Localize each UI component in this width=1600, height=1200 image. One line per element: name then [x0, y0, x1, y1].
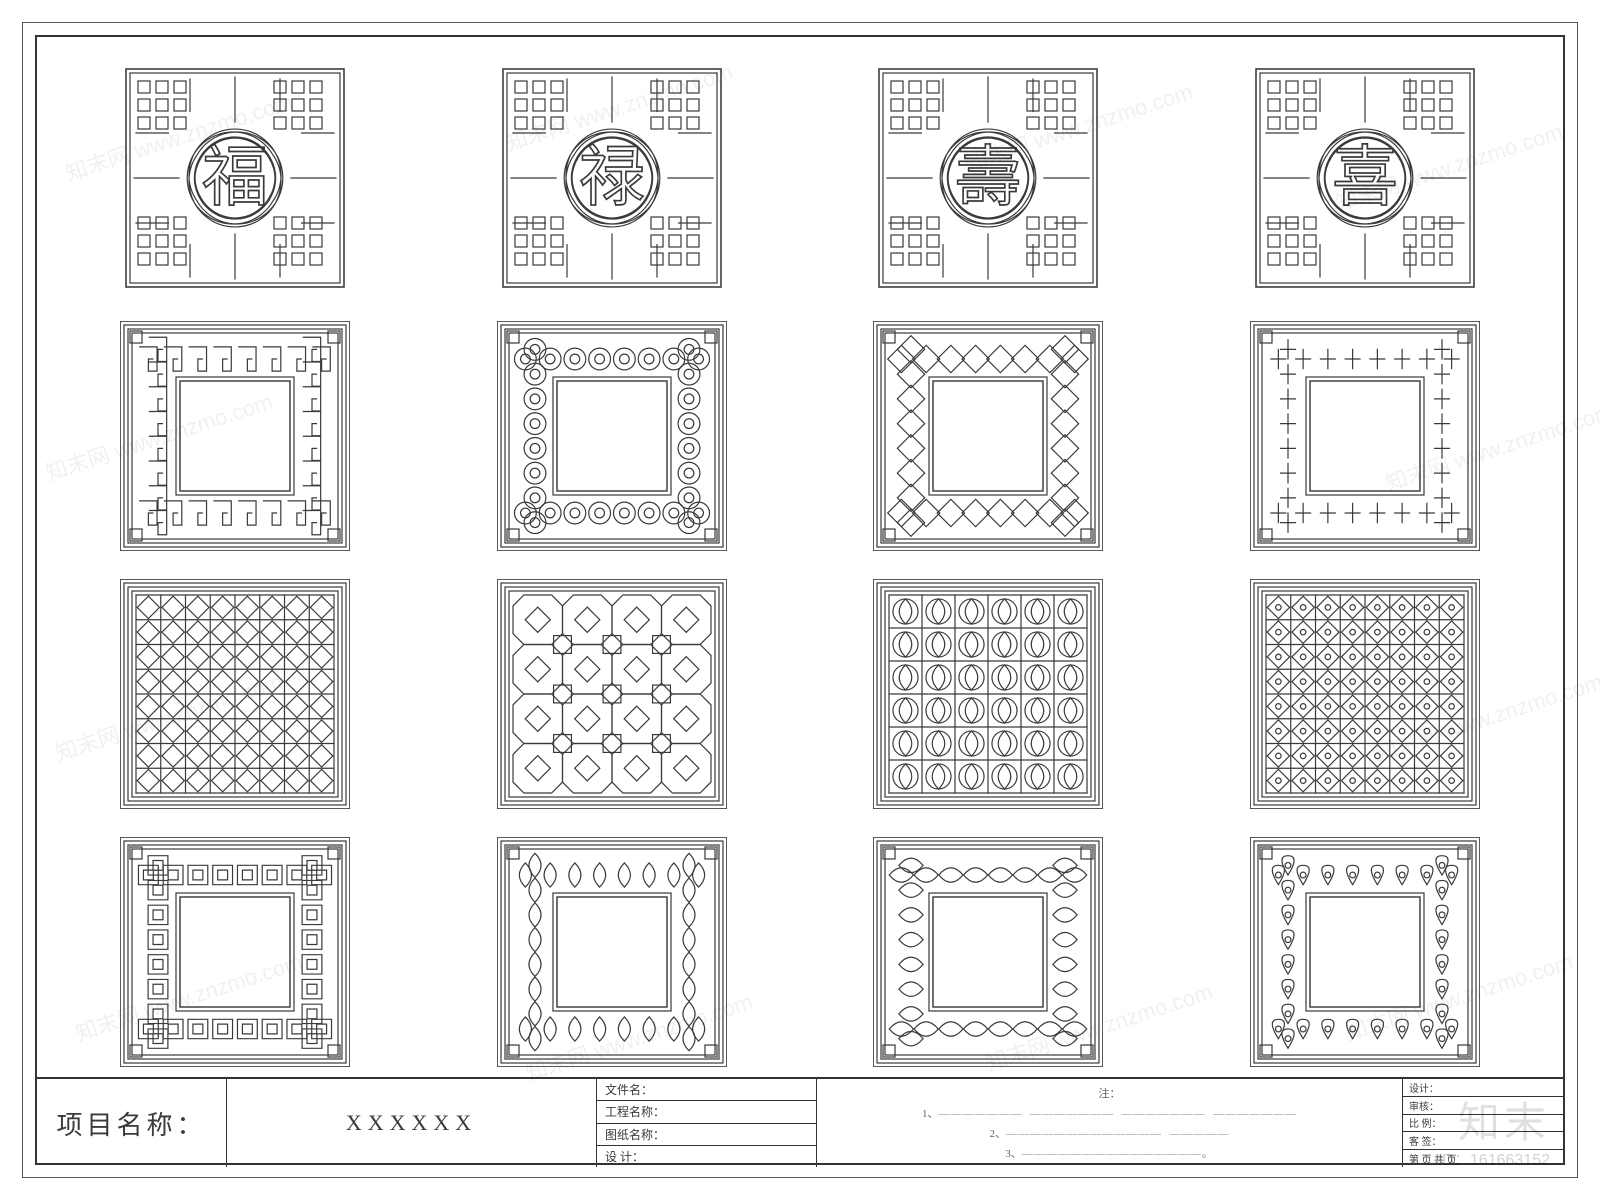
- project-value: XXXXXX: [227, 1079, 597, 1167]
- tile-frame-a: [77, 321, 394, 551]
- tile-grid: 福禄壽喜: [77, 63, 1523, 1067]
- tile-grid-d: [1207, 579, 1524, 809]
- tile-frame-b: [454, 321, 771, 551]
- tile-frame-c: [830, 321, 1147, 551]
- field-drawing-name: 图纸名称：: [597, 1124, 816, 1146]
- tile-lu-panel: 禄: [454, 63, 771, 293]
- sign-client: 客 签：: [1403, 1132, 1563, 1150]
- field-file-name: 文件名：: [597, 1079, 816, 1101]
- tile-grid-c: [830, 579, 1147, 809]
- title-block: 项目名称： XXXXXX 文件名： 工程名称： 图纸名称： 设 计： 注： 1、…: [37, 1077, 1563, 1167]
- field-designer: 设 计：: [597, 1146, 816, 1167]
- sign-page: 第 页 共 页: [1403, 1150, 1563, 1167]
- svg-text:壽: 壽: [955, 142, 1021, 215]
- tile-frame-e: [77, 837, 394, 1067]
- sign-design: 设计：: [1403, 1079, 1563, 1097]
- notes-label: 注：: [1099, 1088, 1121, 1100]
- tile-fu-panel: 福: [77, 63, 394, 293]
- tile-xi-panel: 喜: [1207, 63, 1524, 293]
- titleblock-notes: 注： 1、——————— ——————— ——————— ——————— 2、—…: [817, 1079, 1403, 1167]
- titleblock-sign: 设计： 审核： 比 例： 客 签： 第 页 共 页: [1403, 1079, 1563, 1167]
- note-1: 1、: [922, 1108, 939, 1120]
- tile-shou-panel: 壽: [830, 63, 1147, 293]
- field-project-name: 工程名称：: [597, 1101, 816, 1123]
- titleblock-fields: 文件名： 工程名称： 图纸名称： 设 计：: [597, 1079, 817, 1167]
- note-1-fill: ——————— ——————— ——————— ———————: [939, 1108, 1298, 1120]
- note-2: 2、: [990, 1128, 1007, 1140]
- note-3: 3、: [1005, 1148, 1022, 1160]
- svg-text:喜: 喜: [1332, 142, 1398, 215]
- sheet-outer-border: 福 禄 壽 喜 项目名称： XXXXXX 文件名： 工程名称： 图纸名称： 设 计： …: [22, 22, 1578, 1178]
- sign-scale: 比 例：: [1403, 1115, 1563, 1133]
- sign-review: 审核：: [1403, 1097, 1563, 1115]
- note-3-fill: ———————————————。: [1022, 1148, 1214, 1160]
- tile-frame-h: [1207, 837, 1524, 1067]
- svg-text:禄: 禄: [579, 142, 645, 215]
- tile-grid-b: [454, 579, 771, 809]
- note-2-fill: ————————————— —————: [1006, 1128, 1230, 1140]
- tile-frame-d: [1207, 321, 1524, 551]
- tile-frame-g: [830, 837, 1147, 1067]
- tile-frame-f: [454, 837, 771, 1067]
- tile-grid-a: [77, 579, 394, 809]
- sheet-inner-border: 福 禄 壽 喜 项目名称： XXXXXX 文件名： 工程名称： 图纸名称： 设 计： …: [35, 35, 1565, 1165]
- svg-text:福: 福: [202, 142, 268, 215]
- project-label: 项目名称：: [37, 1079, 227, 1167]
- drawing-area: 福禄壽喜: [37, 37, 1563, 1077]
